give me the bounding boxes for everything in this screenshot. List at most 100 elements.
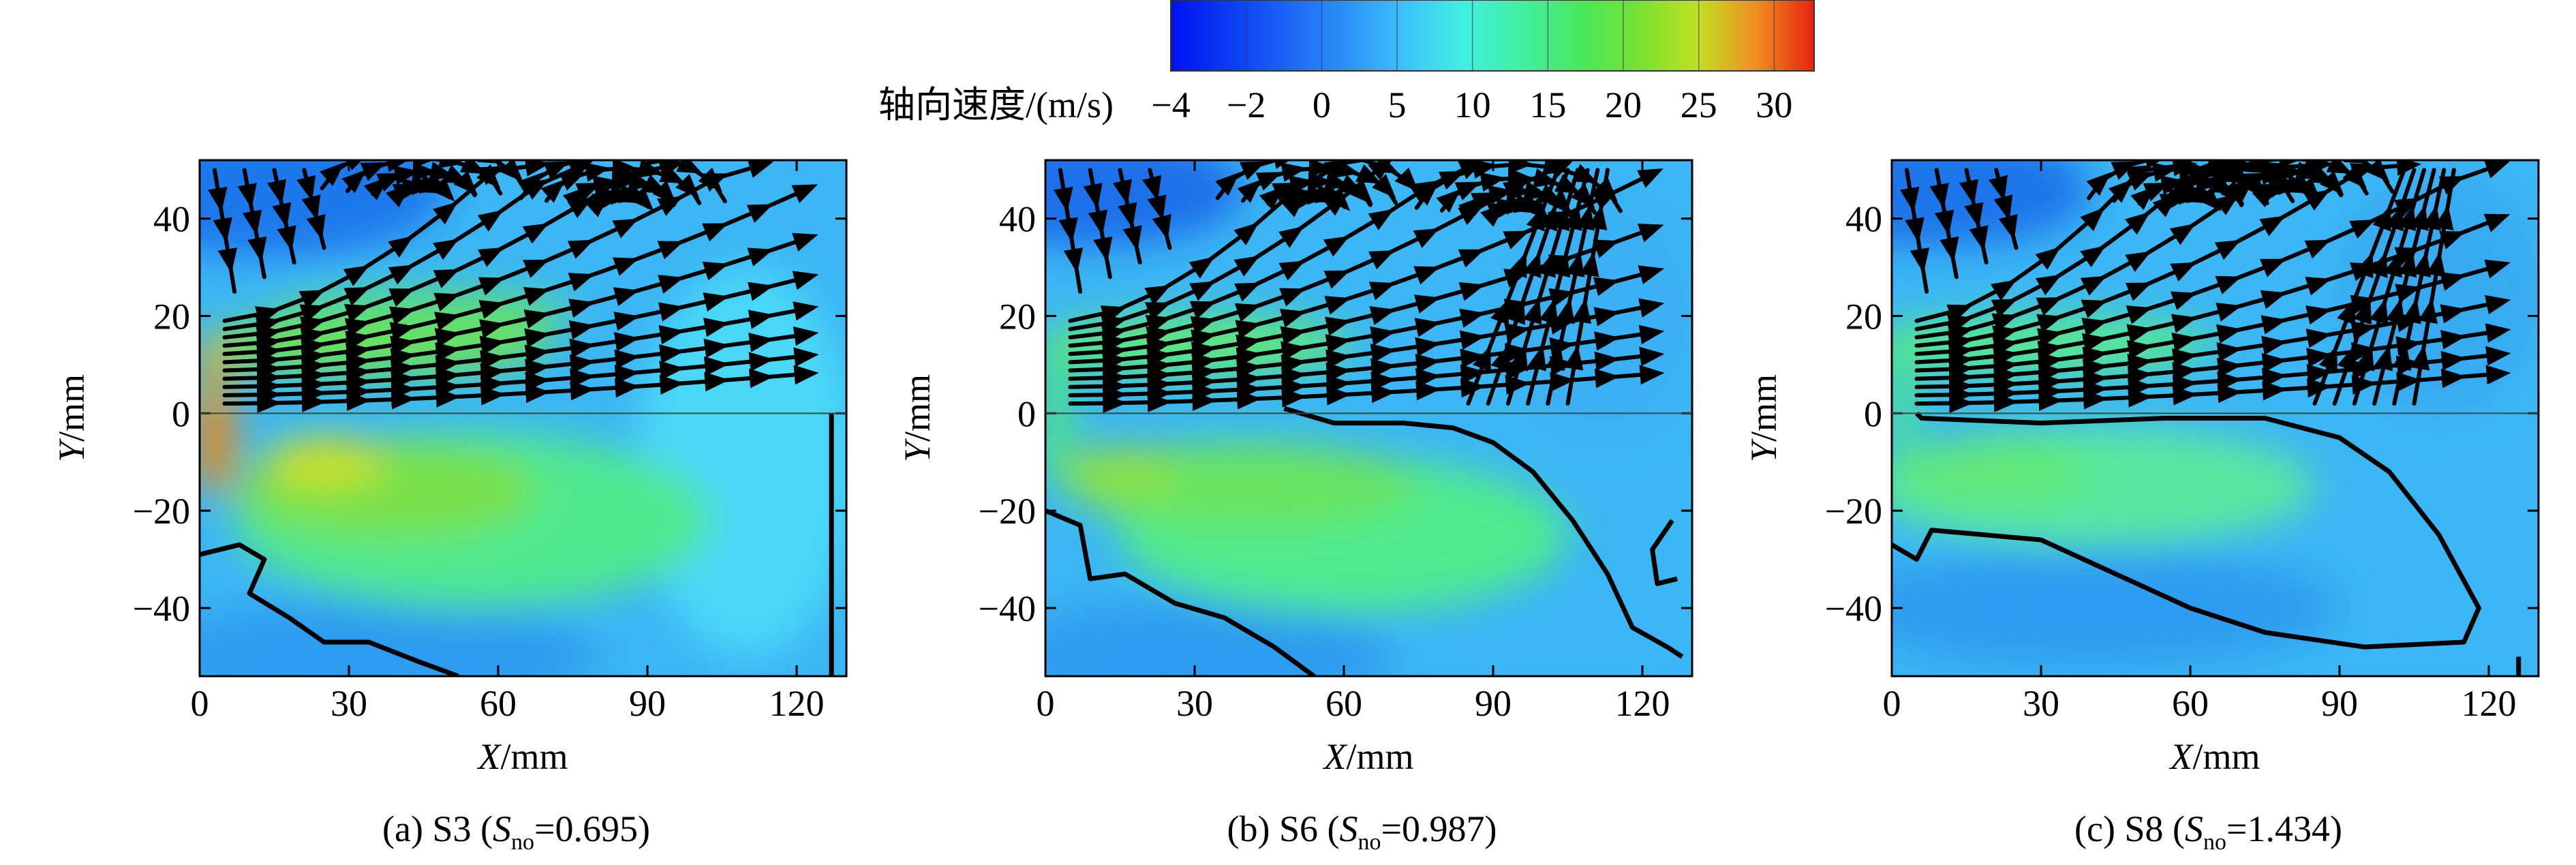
streamline xyxy=(1083,168,1113,279)
caption-symbol: S xyxy=(2185,808,2203,849)
streamlines xyxy=(1900,160,2511,414)
x-tick-label: 90 xyxy=(1475,683,1512,724)
colorbar-tick-label: 20 xyxy=(1605,85,1642,125)
x-axis-unit: /mm xyxy=(1346,736,1413,777)
plot-frame xyxy=(198,159,848,678)
colorbar-tick-label: 25 xyxy=(1681,85,1717,125)
colorbar-tick-label: 5 xyxy=(1388,85,1407,125)
contours xyxy=(1892,411,2521,676)
y-axis-unit: /mm xyxy=(51,374,92,442)
contour-line xyxy=(1650,519,1678,586)
x-tick-label: 120 xyxy=(1615,683,1670,724)
field-region xyxy=(1892,438,2091,506)
streamlines xyxy=(1054,160,1665,414)
x-tick-label: 30 xyxy=(331,683,367,724)
streamline xyxy=(320,160,528,194)
y-tick-label: −40 xyxy=(1825,588,1882,629)
caption-symbol: S xyxy=(493,808,511,849)
caption-subscript: no xyxy=(2203,830,2226,855)
colorbar-tick-label: 0 xyxy=(1313,85,1331,125)
colorbar xyxy=(1170,0,1815,72)
y-axis-label: Y/mm xyxy=(51,374,92,462)
plot-frame xyxy=(1890,159,2540,678)
y-axis-label: Y/mm xyxy=(1743,374,1784,462)
streamline xyxy=(1929,168,1959,279)
y-tick-label: 20 xyxy=(1845,297,1882,337)
x-axis-symbol: X xyxy=(476,736,502,777)
field-region xyxy=(200,598,598,676)
colorbar-tick-label: 30 xyxy=(1755,85,1792,125)
x-axis-symbol: X xyxy=(1322,736,1347,777)
x-tick-label: 120 xyxy=(769,683,825,724)
contour-line xyxy=(1892,411,2481,650)
x-axis-unit: /mm xyxy=(2192,736,2260,777)
x-tick-label: 90 xyxy=(629,683,666,724)
x-axis-symbol: X xyxy=(2168,736,2194,777)
x-axis-label: X/mm xyxy=(476,736,568,777)
x-tick-label: 60 xyxy=(480,683,517,724)
x-axis-label: X/mm xyxy=(1322,736,1413,777)
x-tick-label: 0 xyxy=(191,683,209,724)
streamline xyxy=(1959,168,1989,264)
panel-caption: (c) S8 (Sno=1.434) xyxy=(2074,808,2342,855)
streamline xyxy=(1414,160,1623,213)
caption-symbol: S xyxy=(1340,808,1358,849)
x-tick-label: 90 xyxy=(2321,683,2358,724)
panel-caption: (a) S3 (Sno=0.695) xyxy=(382,808,650,855)
field-region xyxy=(1892,320,1917,457)
y-axis-unit: /mm xyxy=(897,374,938,442)
contours xyxy=(1045,406,1684,676)
streamline xyxy=(208,168,238,294)
caption-prefix: (a) S3 ( xyxy=(382,808,493,849)
x-tick-label: 0 xyxy=(1037,683,1055,724)
panel-caption: (b) S6 (Sno=0.987) xyxy=(1227,808,1497,855)
y-tick-label: 20 xyxy=(999,297,1036,337)
caption-prefix: (b) S6 ( xyxy=(1227,808,1340,849)
streamline xyxy=(1112,168,1142,264)
y-tick-label: 0 xyxy=(172,393,190,434)
colorbar-tick-label: 15 xyxy=(1529,85,1566,125)
x-tick-label: 0 xyxy=(1883,683,1901,724)
y-tick-label: −20 xyxy=(1825,491,1882,532)
colorbar-tick-label: −4 xyxy=(1151,85,1190,125)
contours xyxy=(200,413,834,676)
y-tick-label: 0 xyxy=(1864,393,1882,434)
streamline xyxy=(1989,168,2019,250)
velocity-field xyxy=(200,160,846,676)
caption-suffix: =0.987) xyxy=(1381,808,1497,849)
plot-frame xyxy=(1044,159,1693,678)
field-region xyxy=(1045,598,1394,676)
y-tick-label: −40 xyxy=(979,588,1036,629)
streamline xyxy=(519,160,727,204)
y-axis-symbol: Y xyxy=(897,438,938,462)
caption-subscript: no xyxy=(511,830,534,855)
contour-line xyxy=(1045,508,1316,676)
streamline xyxy=(2410,168,2456,406)
caption-subscript: no xyxy=(1358,830,1381,855)
contour-line xyxy=(1283,406,1684,659)
caption-prefix: (c) S8 ( xyxy=(2074,808,2185,849)
streamline xyxy=(2186,160,2395,194)
x-tick-label: 30 xyxy=(1176,683,1213,724)
colorbar-tick-label: 10 xyxy=(1454,85,1491,125)
caption-suffix: =1.434) xyxy=(2226,808,2342,849)
streamline xyxy=(237,168,267,279)
contour-line xyxy=(200,542,459,676)
field-region xyxy=(264,438,384,487)
velocity-field xyxy=(1045,160,1692,676)
y-tick-label: −20 xyxy=(979,491,1036,532)
streamline xyxy=(296,168,326,250)
x-axis-unit: /mm xyxy=(500,736,568,777)
x-tick-label: 60 xyxy=(2172,683,2209,724)
streamline xyxy=(1900,168,1930,294)
x-tick-label: 60 xyxy=(1325,683,1362,724)
field-region xyxy=(1060,447,1180,496)
streamline xyxy=(266,168,296,264)
caption-suffix: =0.695) xyxy=(534,808,650,849)
velocity-field xyxy=(1892,160,2539,676)
